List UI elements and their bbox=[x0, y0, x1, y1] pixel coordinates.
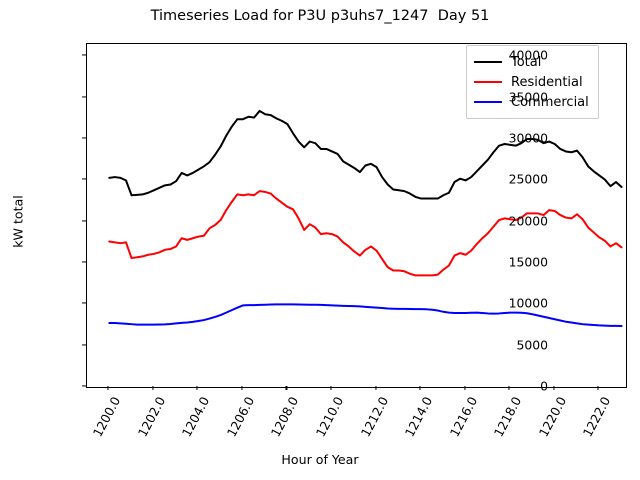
x-tick-mark bbox=[285, 386, 287, 390]
y-axis: kW total bbox=[0, 0, 86, 480]
y-tick-label: 40000 bbox=[508, 47, 548, 63]
x-tick-mark bbox=[553, 386, 555, 390]
x-tick-mark bbox=[374, 386, 377, 390]
y-tick-mark bbox=[82, 54, 86, 56]
chart-title: Timeseries Load for P3U p3uhs7_1247 Day … bbox=[150, 8, 490, 24]
y-tick-mark bbox=[82, 344, 86, 346]
legend-label-total: Total bbox=[511, 54, 542, 70]
x-tick-mark bbox=[597, 386, 599, 390]
legend-swatch-commercial bbox=[474, 101, 502, 103]
legend-swatch-total bbox=[474, 61, 502, 63]
y-tick-label: 15000 bbox=[508, 254, 548, 270]
y-tick-label: 10000 bbox=[508, 295, 548, 311]
legend-label-commercial: Commercial bbox=[511, 94, 589, 110]
x-tick-label: 1202.0 bbox=[134, 394, 169, 440]
y-tick-mark bbox=[82, 385, 86, 387]
x-tick-mark bbox=[152, 386, 154, 390]
x-tick-label: 1220.0 bbox=[535, 394, 569, 440]
x-tick-mark bbox=[241, 386, 243, 390]
x-tick-mark bbox=[464, 386, 466, 390]
y-tick-label: 20000 bbox=[508, 213, 548, 229]
legend-entry-residential: Residential bbox=[474, 72, 589, 92]
x-tick-label: 1214.0 bbox=[401, 394, 436, 440]
line-residential bbox=[108, 190, 623, 277]
plot-lines bbox=[108, 109, 623, 327]
y-tick-mark bbox=[82, 178, 86, 180]
x-tick-label: 1206.0 bbox=[223, 394, 258, 440]
legend-entry-total: Total bbox=[474, 52, 589, 72]
x-tick-mark bbox=[330, 386, 332, 390]
y-axis-label: kW total bbox=[10, 195, 26, 248]
x-tick-mark bbox=[508, 386, 510, 390]
y-tick-label: 25000 bbox=[508, 171, 548, 187]
x-tick-mark bbox=[419, 386, 421, 390]
chart-legend: Total Residential Commercial bbox=[466, 45, 599, 119]
line-commercial bbox=[108, 303, 623, 327]
x-tick-label: 1216.0 bbox=[446, 394, 480, 440]
line-total bbox=[108, 109, 623, 200]
x-tick-label: 1218.0 bbox=[490, 394, 525, 440]
y-tick-label: 0 bbox=[540, 378, 548, 394]
legend-label-residential: Residential bbox=[511, 74, 583, 90]
y-tick-label: 35000 bbox=[508, 89, 548, 105]
x-tick-label: 1200.0 bbox=[89, 394, 124, 440]
x-tick-label: 1210.0 bbox=[312, 394, 347, 440]
y-tick-mark bbox=[82, 220, 86, 222]
x-tick-label: 1212.0 bbox=[357, 394, 391, 440]
x-tick-label: 1204.0 bbox=[179, 394, 213, 440]
y-tick-mark bbox=[82, 96, 86, 98]
y-tick-label: 5000 bbox=[516, 337, 548, 353]
y-tick-mark bbox=[82, 302, 86, 304]
y-tick-mark bbox=[82, 261, 86, 263]
x-tick-label: 1222.0 bbox=[579, 394, 614, 440]
x-tick-mark bbox=[107, 386, 109, 390]
x-tick-mark bbox=[196, 386, 198, 390]
legend-swatch-residential bbox=[474, 81, 502, 83]
x-tick-label: 1208.0 bbox=[268, 394, 302, 440]
y-tick-mark bbox=[82, 137, 86, 139]
legend-entry-commercial: Commercial bbox=[474, 92, 589, 112]
y-tick-label: 30000 bbox=[508, 130, 548, 146]
x-axis-label: Hour of Year bbox=[281, 452, 359, 467]
